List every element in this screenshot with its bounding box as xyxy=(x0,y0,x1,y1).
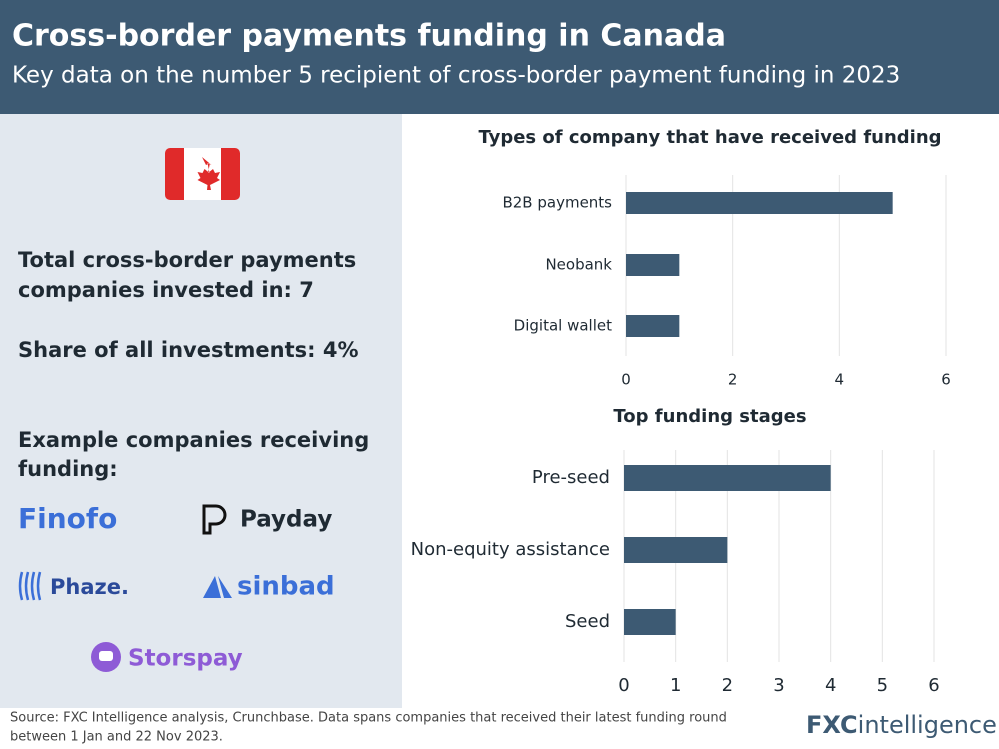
canada-flag xyxy=(165,148,240,200)
company-logo: Payday xyxy=(240,507,332,533)
bar xyxy=(624,537,728,563)
chart-title: Types of company that have received fund… xyxy=(478,127,941,148)
storspay-icon xyxy=(99,651,113,661)
x-tick-label: 6 xyxy=(928,675,939,696)
left-panel xyxy=(0,114,402,708)
share: Share of all investments: 4% xyxy=(18,338,359,362)
brand-prefix: FXC xyxy=(806,711,858,739)
header-band xyxy=(0,0,999,114)
bar xyxy=(626,315,680,337)
examples-line: Example companies receiving xyxy=(18,428,369,452)
sinbad-icon xyxy=(203,576,232,598)
source: between 1 Jan and 22 Nov 2023. xyxy=(10,730,223,745)
x-tick-label: 6 xyxy=(941,371,951,389)
y-tick-label: Pre-seed xyxy=(532,467,610,488)
y-tick-label: B2B payments xyxy=(502,194,612,212)
payday-icon xyxy=(202,504,227,535)
x-tick-label: 4 xyxy=(825,675,836,696)
bar xyxy=(626,254,680,276)
company-logo: Storspay xyxy=(128,646,243,672)
title: Cross-border payments funding in Canada xyxy=(12,19,726,54)
brand-suffix: intelligence xyxy=(858,711,997,739)
x-tick-label: 4 xyxy=(835,371,845,389)
y-tick-label: Seed xyxy=(565,611,610,632)
total-line: Total cross-border payments xyxy=(18,248,356,272)
company-logo: Phaze. xyxy=(50,575,129,599)
x-tick-label: 1 xyxy=(670,675,681,696)
x-tick-label: 2 xyxy=(728,371,738,389)
company-logo: sinbad xyxy=(237,572,335,602)
y-tick-label: Non-equity assistance xyxy=(411,539,610,560)
bar xyxy=(624,465,831,491)
total-line: companies invested in: 7 xyxy=(18,278,314,302)
y-tick-label: Digital wallet xyxy=(514,317,612,335)
x-tick-label: 0 xyxy=(621,371,631,389)
y-tick-label: Neobank xyxy=(545,256,612,274)
x-tick-label: 3 xyxy=(773,675,784,696)
brand: FXCintelligence xyxy=(806,711,997,739)
x-tick-label: 2 xyxy=(722,675,733,696)
x-tick-label: 5 xyxy=(877,675,888,696)
phaze-icon xyxy=(18,571,42,601)
subtitle: Key data on the number 5 recipient of cr… xyxy=(12,63,900,89)
chart-title: Top funding stages xyxy=(613,406,806,427)
company-logo: Finofo xyxy=(18,502,117,535)
x-tick-label: 0 xyxy=(618,675,629,696)
bar xyxy=(626,192,893,214)
source: Source: FXC Intelligence analysis, Crunc… xyxy=(10,711,727,726)
examples-line: funding: xyxy=(18,457,118,481)
bar xyxy=(624,609,676,635)
